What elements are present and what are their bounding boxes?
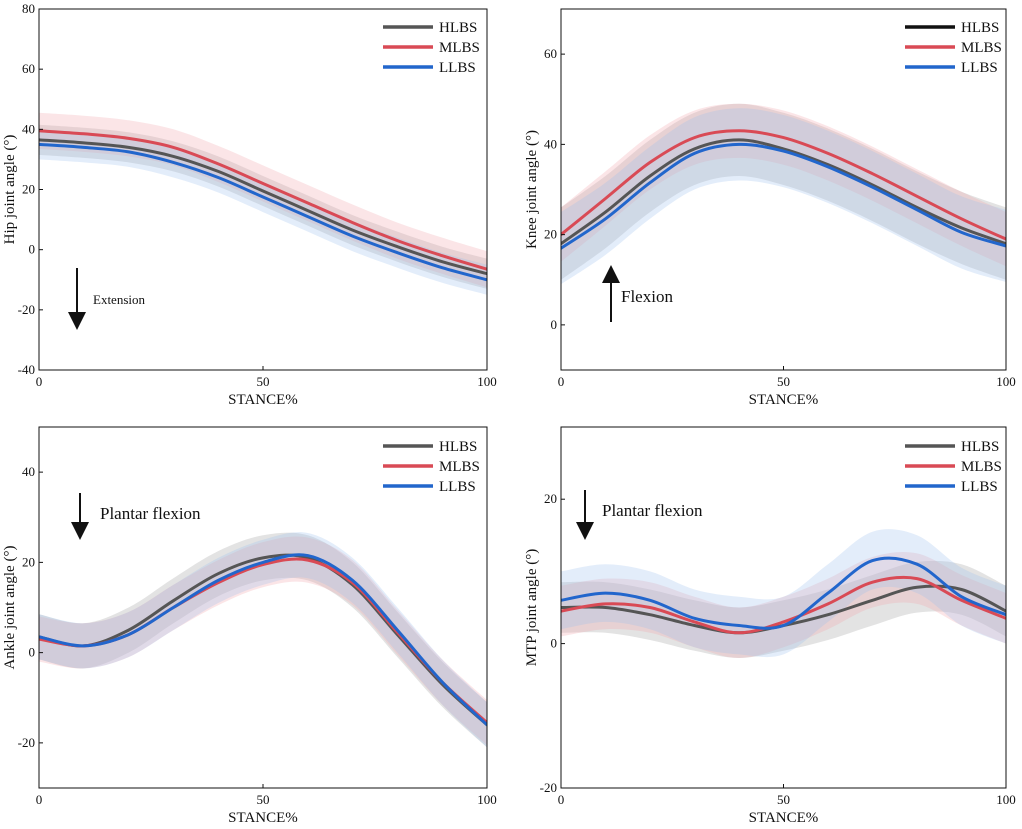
hip-xtick-label: 100 xyxy=(477,374,497,389)
knee-xtick-label: 0 xyxy=(558,374,565,389)
hip-y-axis-title: Hip joint angle (°) xyxy=(2,135,18,245)
ankle-legend-label-mlbs: MLBS xyxy=(439,459,480,475)
ankle-ytick-label: 0 xyxy=(29,645,36,660)
ankle-ytick-label: 20 xyxy=(22,554,35,569)
knee-hlbs-line xyxy=(561,138,1006,246)
knee-llbs-line xyxy=(561,142,1006,250)
ankle-legend-label-hlbs: HLBS xyxy=(439,439,477,455)
mtp-ytick-label: 0 xyxy=(551,636,558,651)
ankle-ytick-label: -20 xyxy=(18,735,35,750)
knee-legend-label-hlbs: HLBS xyxy=(961,20,999,36)
hip-legend-label-llbs: LLBS xyxy=(439,60,476,76)
hip-ytick-label: -40 xyxy=(18,362,35,377)
knee-legend: HLBS MLBS LLBS xyxy=(905,20,1002,76)
mtp-xtick-label: 100 xyxy=(996,792,1016,807)
mtp-annotation-label: Plantar flexion xyxy=(602,501,703,520)
ankle-xtick-label: 50 xyxy=(257,792,270,807)
knee-y-axis-title: Knee joint angle (°) xyxy=(524,130,540,249)
ankle-llbs-sd-band xyxy=(39,532,487,748)
hip-x-axis-title: STANCE% xyxy=(228,392,298,408)
knee-legend-label-mlbs: MLBS xyxy=(961,40,1002,56)
knee-x-axis-title: STANCE% xyxy=(749,392,819,408)
mtp-ytick-label: 20 xyxy=(544,491,557,506)
ankle-ytick-label: 40 xyxy=(22,464,35,479)
hip-ytick-label: 40 xyxy=(22,121,35,136)
mtp-mlbs-line xyxy=(561,575,1006,635)
ankle-xtick-label: 0 xyxy=(36,792,43,807)
hip-plot-area xyxy=(39,112,487,295)
mtp-llbs-line xyxy=(561,556,1006,630)
hip-ytick-label: 0 xyxy=(29,242,36,257)
hip-xtick-label: 0 xyxy=(36,374,43,389)
hip-annotation-label: Extension xyxy=(93,292,145,307)
knee-llbs-sd-band xyxy=(561,108,1006,285)
hip-xtick-label: 50 xyxy=(257,374,270,389)
hip-ytick-label: 20 xyxy=(22,182,35,197)
hip-ytick-label: -20 xyxy=(18,302,35,317)
mtp-xtick-label: 50 xyxy=(777,792,790,807)
mtp-legend-label-llbs: LLBS xyxy=(961,479,998,495)
hip-ytick-label: 80 xyxy=(22,1,35,16)
ankle-mlbs-sd-band xyxy=(39,536,487,746)
ankle-legend-label-llbs: LLBS xyxy=(439,479,476,495)
knee-ytick-label: 20 xyxy=(544,227,557,242)
mtp-legend-label-mlbs: MLBS xyxy=(961,459,1002,475)
knee-annotation-arrowhead xyxy=(602,265,620,283)
ankle-axes-frame xyxy=(38,426,488,789)
hip-hlbs-line xyxy=(39,138,487,276)
panel-ankle: 40 20 0 -20 0 50 100 STANCE% Ankle joint angle (… xyxy=(2,426,497,826)
hip-legend-label-mlbs: MLBS xyxy=(439,40,480,56)
hip-hlbs-sd-band xyxy=(39,124,487,289)
panel-knee: 60 40 20 0 0 50 100 STANCE% Knee joint angle (°)… xyxy=(524,8,1016,408)
ankle-xtick-label: 100 xyxy=(477,792,497,807)
ankle-annotation-label: Plantar flexion xyxy=(100,504,201,523)
knee-mlbs-line xyxy=(561,129,1006,241)
ankle-y-axis-title: Ankle joint angle (°) xyxy=(2,546,18,670)
knee-plot-area xyxy=(561,103,1006,285)
hip-annotation-arrowhead xyxy=(68,312,86,330)
ankle-x-axis-title: STANCE% xyxy=(228,810,298,826)
hip-mlbs-line xyxy=(39,129,487,271)
mtp-legend: HLBS MLBS LLBS xyxy=(905,439,1002,495)
mtp-legend-label-hlbs: HLBS xyxy=(961,439,999,455)
mtp-plot-area xyxy=(561,529,1006,658)
knee-xtick-label: 100 xyxy=(996,374,1016,389)
mtp-llbs-sd-band xyxy=(561,529,1006,658)
ankle-legend: HLBS MLBS LLBS xyxy=(383,439,480,495)
hip-legend-label-hlbs: HLBS xyxy=(439,20,477,36)
mtp-hlbs-sd-band xyxy=(561,560,1006,658)
mtp-x-axis-title: STANCE% xyxy=(749,810,819,826)
knee-ytick-label: 60 xyxy=(544,46,557,61)
mtp-annotation-arrowhead xyxy=(576,522,594,540)
knee-ytick-label: 40 xyxy=(544,136,557,151)
knee-legend-label-llbs: LLBS xyxy=(961,60,998,76)
hip-llbs-line xyxy=(39,142,487,282)
ankle-llbs-line xyxy=(39,553,487,727)
knee-ytick-label: 0 xyxy=(551,317,558,332)
hip-ytick-label: 60 xyxy=(22,61,35,76)
mtp-y-axis-title: MTP joint angle (°) xyxy=(524,549,540,667)
ankle-annotation-arrowhead xyxy=(71,522,89,540)
knee-annotation-label: Flexion xyxy=(621,287,673,306)
ankle-hlbs-sd-band xyxy=(39,532,487,748)
mtp-ytick-label: -20 xyxy=(540,780,557,795)
hip-llbs-sd-band xyxy=(39,129,487,295)
ankle-plot-area xyxy=(39,532,487,748)
knee-mlbs-sd-band xyxy=(561,103,1006,267)
hip-legend: HLBS MLBS LLBS xyxy=(383,20,480,76)
knee-xtick-label: 50 xyxy=(777,374,790,389)
mtp-xtick-label: 0 xyxy=(558,792,565,807)
